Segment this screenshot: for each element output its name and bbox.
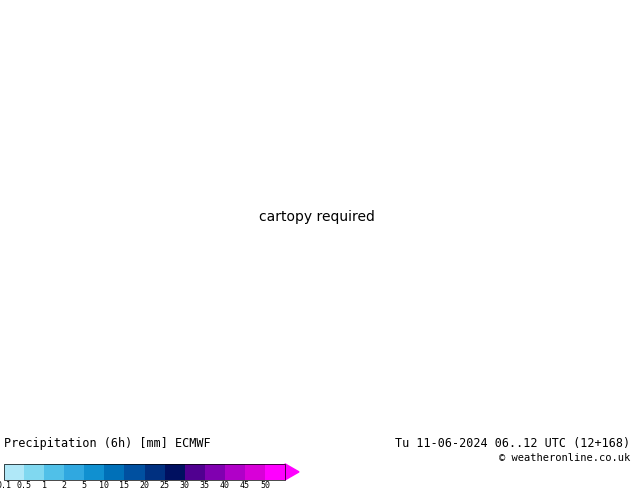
Text: cartopy required: cartopy required (259, 210, 375, 224)
Bar (44, 464, 64, 480)
Text: 1: 1 (42, 482, 47, 490)
Text: 20: 20 (139, 482, 150, 490)
Bar (84, 464, 105, 480)
Bar (165, 464, 184, 480)
Text: 15: 15 (119, 482, 129, 490)
Bar (4, 464, 24, 480)
Text: 50: 50 (260, 482, 270, 490)
Text: 5: 5 (82, 482, 87, 490)
Bar (184, 464, 205, 480)
Text: 45: 45 (240, 482, 250, 490)
Text: 0.1: 0.1 (0, 482, 11, 490)
Text: 30: 30 (179, 482, 190, 490)
Bar (124, 464, 145, 480)
Bar (265, 464, 285, 480)
Text: © weatheronline.co.uk: © weatheronline.co.uk (499, 453, 630, 463)
Bar (145, 464, 165, 480)
Text: 0.5: 0.5 (16, 482, 32, 490)
Bar (64, 464, 84, 480)
Bar (205, 464, 225, 480)
Bar (225, 464, 245, 480)
Text: 10: 10 (100, 482, 109, 490)
Text: 2: 2 (61, 482, 67, 490)
Text: Tu 11-06-2024 06..12 UTC (12+168): Tu 11-06-2024 06..12 UTC (12+168) (395, 437, 630, 450)
Polygon shape (285, 464, 299, 480)
Bar (245, 464, 265, 480)
Text: 35: 35 (200, 482, 210, 490)
Text: Precipitation (6h) [mm] ECMWF: Precipitation (6h) [mm] ECMWF (4, 437, 210, 450)
Bar (24, 464, 44, 480)
Text: 25: 25 (160, 482, 169, 490)
Text: 40: 40 (220, 482, 230, 490)
Bar (4, 464, 285, 480)
Bar (105, 464, 124, 480)
